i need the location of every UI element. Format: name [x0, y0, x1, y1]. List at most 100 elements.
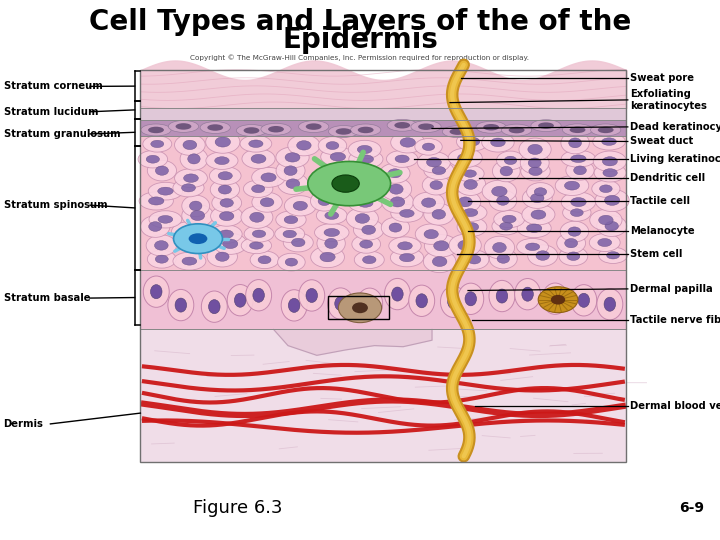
Ellipse shape [595, 189, 629, 212]
Ellipse shape [397, 242, 413, 250]
Ellipse shape [176, 123, 192, 130]
Ellipse shape [482, 180, 516, 202]
Ellipse shape [251, 154, 266, 163]
Ellipse shape [379, 163, 410, 183]
Ellipse shape [562, 150, 595, 167]
Ellipse shape [188, 154, 200, 164]
Ellipse shape [282, 290, 307, 321]
Ellipse shape [278, 173, 308, 194]
Ellipse shape [464, 170, 477, 177]
Ellipse shape [173, 252, 206, 270]
Ellipse shape [148, 127, 164, 133]
Ellipse shape [606, 252, 619, 259]
Ellipse shape [449, 234, 481, 256]
Ellipse shape [432, 256, 447, 267]
Ellipse shape [315, 224, 349, 241]
Ellipse shape [139, 192, 174, 210]
Ellipse shape [567, 252, 580, 260]
Ellipse shape [317, 232, 346, 255]
Ellipse shape [215, 137, 230, 147]
Ellipse shape [146, 235, 176, 256]
Polygon shape [274, 329, 432, 355]
Ellipse shape [413, 192, 444, 213]
Ellipse shape [395, 155, 409, 163]
Ellipse shape [602, 138, 616, 145]
Ellipse shape [346, 162, 374, 181]
Ellipse shape [492, 160, 520, 182]
Ellipse shape [357, 145, 372, 154]
Ellipse shape [562, 124, 593, 136]
Ellipse shape [218, 172, 233, 180]
Ellipse shape [526, 183, 554, 201]
Ellipse shape [355, 213, 369, 224]
Ellipse shape [409, 285, 435, 316]
Ellipse shape [463, 208, 478, 217]
Ellipse shape [597, 215, 626, 237]
Ellipse shape [517, 238, 549, 255]
Ellipse shape [310, 246, 344, 268]
Text: Cell Types and Layers of the of the: Cell Types and Layers of the of the [89, 8, 631, 36]
FancyBboxPatch shape [140, 136, 626, 270]
Ellipse shape [424, 161, 454, 180]
Ellipse shape [418, 152, 451, 173]
Ellipse shape [299, 280, 325, 311]
Ellipse shape [494, 211, 525, 228]
Ellipse shape [183, 140, 197, 150]
Ellipse shape [283, 230, 297, 238]
Ellipse shape [382, 218, 410, 238]
Ellipse shape [324, 228, 340, 237]
Ellipse shape [148, 183, 183, 200]
Ellipse shape [184, 174, 199, 183]
Ellipse shape [202, 291, 228, 322]
Ellipse shape [531, 210, 546, 219]
Ellipse shape [564, 181, 580, 190]
Ellipse shape [276, 211, 306, 228]
Ellipse shape [388, 169, 402, 178]
Ellipse shape [464, 179, 477, 190]
Ellipse shape [593, 133, 626, 150]
Ellipse shape [529, 167, 542, 176]
Ellipse shape [551, 295, 565, 305]
Ellipse shape [421, 198, 436, 207]
Ellipse shape [539, 287, 577, 313]
Ellipse shape [571, 198, 586, 207]
Ellipse shape [496, 289, 508, 303]
Ellipse shape [140, 215, 170, 238]
Ellipse shape [210, 225, 242, 244]
Ellipse shape [590, 124, 621, 136]
Ellipse shape [490, 249, 517, 269]
Ellipse shape [363, 256, 376, 264]
Ellipse shape [500, 222, 513, 230]
Ellipse shape [330, 152, 346, 161]
Ellipse shape [285, 258, 297, 266]
Ellipse shape [148, 250, 176, 268]
Text: Living keratinocytes: Living keratinocytes [630, 154, 720, 164]
Ellipse shape [209, 300, 220, 314]
Ellipse shape [570, 126, 585, 133]
Ellipse shape [243, 127, 259, 134]
Ellipse shape [574, 166, 586, 175]
Ellipse shape [356, 288, 382, 320]
Ellipse shape [423, 251, 456, 273]
Ellipse shape [411, 121, 441, 133]
Ellipse shape [325, 238, 338, 248]
Ellipse shape [253, 288, 264, 302]
Ellipse shape [598, 239, 612, 247]
Ellipse shape [521, 152, 549, 174]
Ellipse shape [538, 123, 554, 129]
Ellipse shape [210, 179, 240, 200]
Ellipse shape [320, 168, 352, 188]
Ellipse shape [210, 167, 241, 185]
Ellipse shape [449, 129, 465, 135]
Ellipse shape [348, 194, 382, 212]
Ellipse shape [276, 160, 305, 181]
Ellipse shape [531, 120, 561, 132]
Ellipse shape [454, 204, 487, 221]
Ellipse shape [318, 137, 347, 154]
Ellipse shape [206, 152, 238, 170]
Ellipse shape [526, 243, 540, 251]
Ellipse shape [250, 251, 279, 268]
Text: Tactile nerve fiber: Tactile nerve fiber [630, 315, 720, 325]
Ellipse shape [381, 178, 412, 200]
Ellipse shape [362, 225, 376, 234]
